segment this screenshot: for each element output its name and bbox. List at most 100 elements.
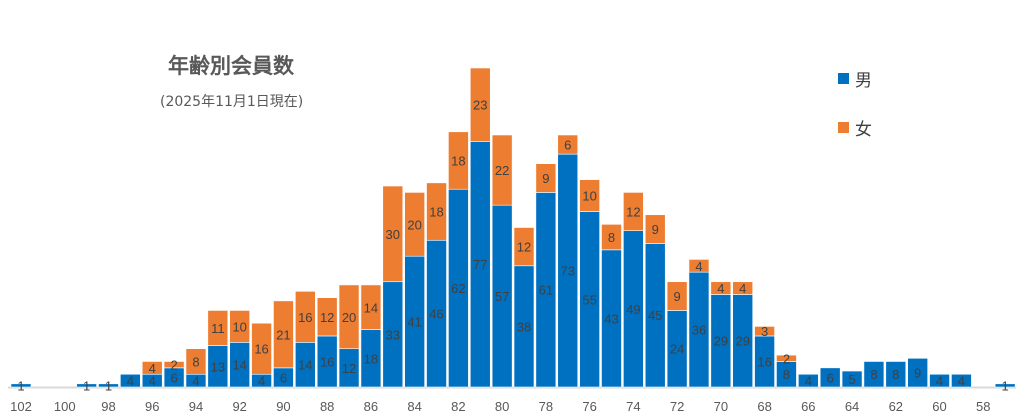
x-tick-label: 100 — [54, 399, 76, 414]
chart-title: 年齢別会員数 — [168, 54, 294, 78]
label-male-97: 4 — [127, 374, 134, 389]
bar-female-88 — [316, 297, 338, 337]
x-tick-label: 86 — [364, 399, 378, 414]
bar-male-62 — [885, 361, 907, 388]
label-female-72: 9 — [673, 289, 680, 304]
label-male-75: 43 — [604, 311, 618, 326]
x-tick-label: 82 — [451, 399, 465, 414]
label-male-65: 6 — [827, 370, 834, 385]
label-male-60: 4 — [936, 374, 943, 389]
label-male-78: 61 — [539, 283, 553, 298]
x-tick-label: 68 — [757, 399, 771, 414]
x-tick-label: 94 — [189, 399, 203, 414]
x-tick-label: 72 — [670, 399, 684, 414]
label-female-85: 30 — [386, 227, 400, 242]
bar-female-91 — [251, 322, 272, 375]
legend-swatch-male — [838, 73, 849, 84]
label-male-61: 9 — [914, 366, 921, 381]
x-tick-label: 98 — [101, 399, 115, 414]
label-male-89: 14 — [298, 358, 312, 373]
bar-female-84 — [404, 192, 425, 257]
label-male-68: 16 — [757, 354, 771, 369]
label-male-94: 4 — [192, 374, 199, 389]
label-male-84: 41 — [407, 315, 421, 330]
label-male-86: 18 — [364, 351, 378, 366]
label-female-74: 12 — [626, 205, 640, 220]
bar-female-93 — [207, 310, 229, 346]
bar-female-79 — [513, 227, 535, 267]
label-male-63: 8 — [870, 367, 877, 382]
x-tick-label: 88 — [320, 399, 334, 414]
legend-item-female: 女 — [838, 115, 872, 140]
bar-male-64 — [841, 370, 863, 388]
x-tick-label: 74 — [626, 399, 640, 414]
bar-female-90 — [273, 300, 294, 369]
bar-female-70 — [710, 281, 732, 295]
label-female-86: 14 — [364, 300, 378, 315]
bar-male-57 — [994, 383, 1016, 388]
label-male-87: 12 — [342, 361, 356, 376]
bar-female-95 — [163, 361, 185, 369]
x-tick-label: 60 — [932, 399, 946, 414]
bar-female-73 — [644, 214, 666, 244]
legend-swatch-female — [838, 122, 849, 133]
bar-female-87 — [338, 284, 360, 350]
label-male-98: 1 — [105, 378, 112, 393]
x-tick-label: 70 — [714, 399, 728, 414]
chart-subtitle: (2025年11月1日現在) — [160, 94, 304, 110]
label-male-77: 73 — [561, 264, 575, 279]
label-male-83: 46 — [429, 307, 443, 322]
label-female-69: 4 — [739, 281, 746, 296]
bar-female-76 — [579, 179, 600, 212]
bar-female-72 — [666, 281, 688, 311]
label-female-75: 8 — [608, 230, 615, 245]
label-female-82: 18 — [451, 154, 465, 169]
bar-female-75 — [601, 224, 622, 251]
legend-label-male: 男 — [855, 71, 872, 91]
label-female-78: 9 — [542, 171, 549, 186]
bar-female-71 — [688, 259, 710, 273]
bar-female-89 — [295, 290, 316, 343]
x-tick-label: 80 — [495, 399, 509, 414]
bar-female-86 — [360, 284, 382, 330]
bar-female-80 — [491, 134, 513, 206]
label-male-66: 4 — [805, 374, 812, 389]
bar-female-83 — [426, 182, 447, 241]
x-tick-label: 96 — [145, 399, 159, 414]
x-tick-label: 92 — [232, 399, 246, 414]
bar-female-81 — [469, 67, 491, 142]
bar-female-92 — [229, 310, 250, 343]
label-male-57: 1 — [1002, 378, 1009, 393]
bar-female-67 — [776, 354, 797, 362]
x-tick-label: 102 — [10, 399, 32, 414]
bar-female-77 — [557, 134, 579, 155]
bar-male-60 — [929, 373, 950, 388]
label-male-76: 55 — [582, 292, 596, 307]
label-female-91: 16 — [254, 342, 268, 357]
bar-male-97 — [120, 373, 141, 388]
label-male-69: 29 — [735, 334, 749, 349]
bar-female-69 — [732, 281, 754, 295]
label-male-81: 77 — [473, 257, 487, 272]
x-tick-label: 62 — [889, 399, 903, 414]
label-male-72: 24 — [670, 342, 684, 357]
label-male-82: 62 — [451, 281, 465, 296]
label-female-93: 11 — [211, 321, 225, 336]
bar-female-82 — [448, 131, 469, 190]
label-female-67: 2 — [783, 351, 790, 366]
label-male-74: 49 — [626, 302, 640, 317]
label-male-67: 8 — [783, 367, 790, 382]
label-male-71: 36 — [692, 323, 706, 338]
label-female-76: 10 — [582, 189, 596, 204]
label-male-90: 6 — [280, 370, 287, 385]
bar-female-68 — [754, 326, 775, 337]
label-male-102: 1 — [17, 378, 24, 393]
label-female-84: 20 — [407, 217, 421, 232]
label-female-79: 12 — [517, 240, 531, 255]
label-female-80: 22 — [495, 163, 509, 178]
x-tick-label: 64 — [845, 399, 859, 414]
legend-item-male: 男 — [838, 66, 872, 91]
x-tick-label: 90 — [276, 399, 290, 414]
label-male-62: 8 — [892, 367, 899, 382]
label-female-95: 2 — [170, 358, 177, 373]
